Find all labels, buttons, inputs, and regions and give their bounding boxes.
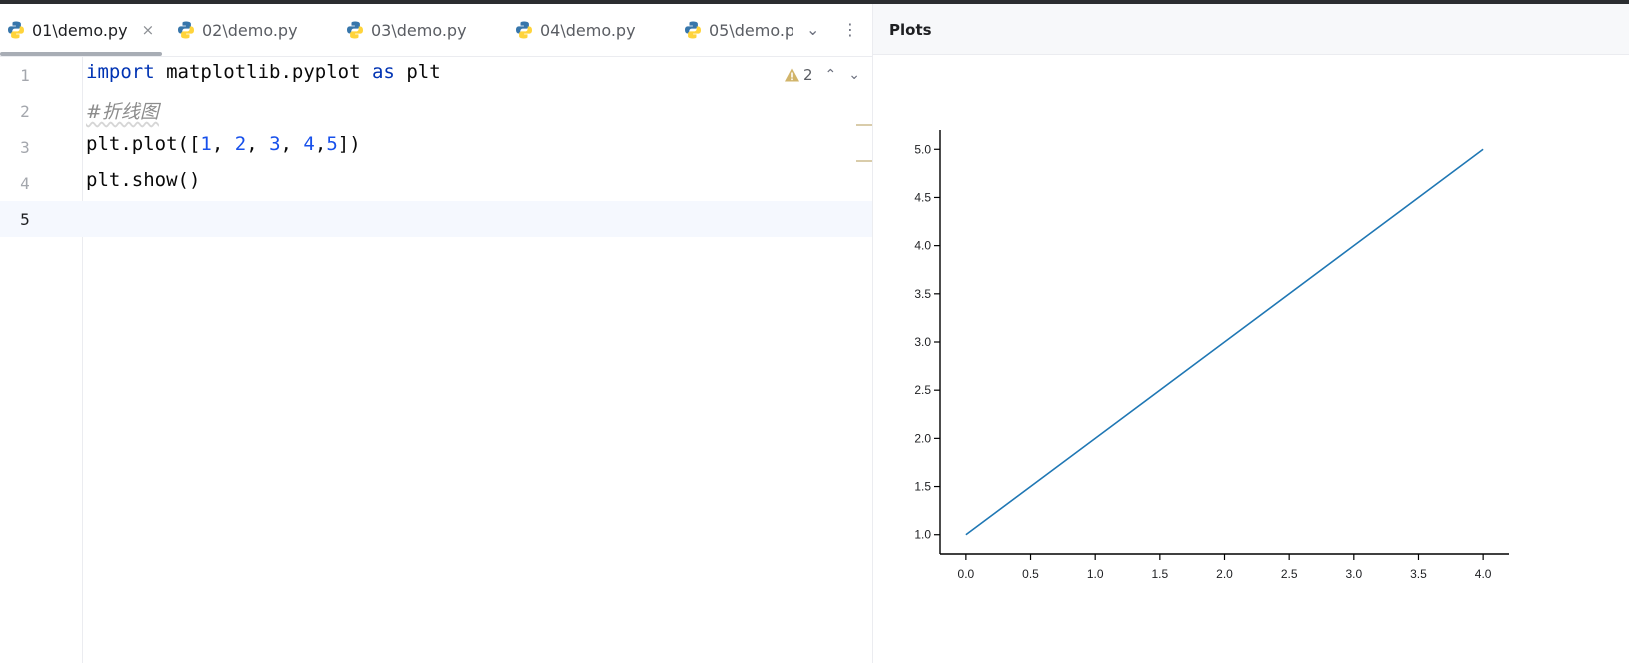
code-text: plt.show()	[86, 169, 200, 191]
y-tick-label: 3.0	[914, 335, 931, 349]
python-file-icon	[8, 21, 24, 39]
y-tick-label: 4.5	[914, 190, 931, 204]
code-token: ,	[211, 133, 235, 155]
x-tick-label: 0.5	[1022, 567, 1039, 581]
x-tick-label: 0.0	[958, 567, 975, 581]
warning-count: 2	[803, 66, 813, 84]
line-number-gutter	[0, 57, 83, 663]
y-tick-label: 1.5	[914, 480, 931, 494]
code-token: ])	[337, 133, 361, 155]
x-tick-label: 2.0	[1216, 567, 1233, 581]
line-number: 5	[20, 210, 30, 229]
code-number: 2	[234, 133, 247, 155]
code-text: import matplotlib.pyplot as plt	[86, 61, 441, 83]
next-highlight-icon[interactable]: ⌄	[848, 67, 861, 83]
line-number: 1	[20, 66, 30, 85]
python-file-icon	[685, 21, 701, 39]
editor-tab-bar: 01\demo.py × 02\demo.py 03\demo.py 04\de…	[0, 4, 872, 57]
x-tick-label: 4.0	[1475, 567, 1492, 581]
line-number: 2	[20, 102, 30, 121]
more-options-icon[interactable]: ⋮	[842, 20, 858, 39]
tab-label: 02\demo.py	[202, 20, 298, 40]
x-tick-label: 2.5	[1281, 567, 1298, 581]
x-tick-label: 1.5	[1151, 567, 1168, 581]
plots-title: Plots	[889, 21, 932, 39]
code-line[interactable]: 4 plt.show()	[0, 165, 872, 201]
tab-03-demo[interactable]: 03\demo.py	[345, 4, 467, 56]
series-line	[965, 148, 1484, 536]
tab-label: 01\demo.py	[32, 20, 128, 40]
close-tab-icon[interactable]: ×	[141, 21, 155, 39]
x-tick-label: 3.5	[1410, 567, 1427, 581]
python-file-icon	[347, 21, 363, 39]
inspection-widget[interactable]: 2 ⌃ ⌄	[784, 66, 860, 84]
y-tick-label: 1.0	[914, 528, 931, 542]
error-stripe-marker[interactable]	[856, 124, 872, 126]
code-token: ,	[314, 133, 327, 155]
code-token: matplotlib.pyplot	[154, 61, 372, 83]
line-chart: 1.0 1.5 2.0 2.5 3.0 3.5 4.0 4.5 5.0 0.0 0.5 1.0 1.5 2…	[914, 130, 1509, 581]
y-tick-label: 5.0	[914, 142, 931, 156]
code-text: plt.plot([1, 2, 3, 4,5])	[86, 133, 361, 155]
code-token: ,	[280, 133, 304, 155]
editor-pane: 01\demo.py × 02\demo.py 03\demo.py 04\de…	[0, 4, 872, 663]
plots-header: Plots	[873, 4, 1629, 55]
active-tab-indicator	[0, 52, 162, 56]
tab-label: 03\demo.py	[371, 20, 467, 40]
tab-list-dropdown-icon[interactable]: ⌄	[806, 20, 820, 39]
y-tick-label: 3.5	[914, 287, 931, 301]
code-token: plt	[394, 61, 441, 83]
line-number: 3	[20, 138, 30, 157]
window-top-bar	[0, 0, 1629, 4]
warning-icon	[785, 68, 799, 82]
tab-label: 05\demo.p	[709, 20, 793, 40]
code-line[interactable]: 3 plt.plot([1, 2, 3, 4,5])	[0, 129, 872, 165]
tab-label: 04\demo.py	[540, 20, 636, 40]
x-tick-label: 3.0	[1345, 567, 1362, 581]
code-token: plt.plot([	[86, 133, 201, 155]
plots-pane: Plots 1.0 1.5 2.0 2.5 3.0 3.5 4.0 4.5 5.0 0.0 0.5 1…	[872, 4, 1629, 663]
tab-01-demo[interactable]: 01\demo.py ×	[6, 4, 154, 56]
code-keyword: as	[371, 61, 395, 83]
code-comment: #折线图	[86, 101, 159, 123]
previous-highlight-icon[interactable]: ⌃	[824, 67, 837, 83]
python-file-icon	[178, 21, 194, 39]
tab-04-demo[interactable]: 04\demo.py	[514, 4, 636, 56]
code-line[interactable]: 5	[0, 201, 872, 237]
code-editor[interactable]: 1 import matplotlib.pyplot as plt 2 #折线图 3 pl…	[0, 57, 872, 663]
error-stripe-marker[interactable]	[856, 160, 872, 162]
code-text: #折线图	[86, 97, 159, 124]
code-number: 4	[303, 133, 315, 155]
x-tick-label: 1.0	[1087, 567, 1104, 581]
tab-02-demo[interactable]: 02\demo.py	[176, 4, 298, 56]
code-number: 5	[326, 133, 338, 155]
code-keyword: import	[86, 61, 155, 83]
line-number: 4	[20, 174, 30, 193]
y-tick-label: 2.0	[914, 431, 931, 445]
code-line[interactable]: 2 #折线图	[0, 93, 872, 129]
python-file-icon	[516, 21, 532, 39]
y-tick-label: 4.0	[914, 239, 931, 253]
code-token: ,	[246, 133, 270, 155]
code-number: 3	[269, 133, 281, 155]
code-number: 1	[200, 133, 212, 155]
code-token: plt.show()	[86, 169, 201, 191]
y-tick-label: 2.5	[914, 383, 931, 397]
code-line[interactable]: 1 import matplotlib.pyplot as plt	[0, 57, 872, 93]
tab-05-demo[interactable]: 05\demo.p	[683, 4, 793, 56]
